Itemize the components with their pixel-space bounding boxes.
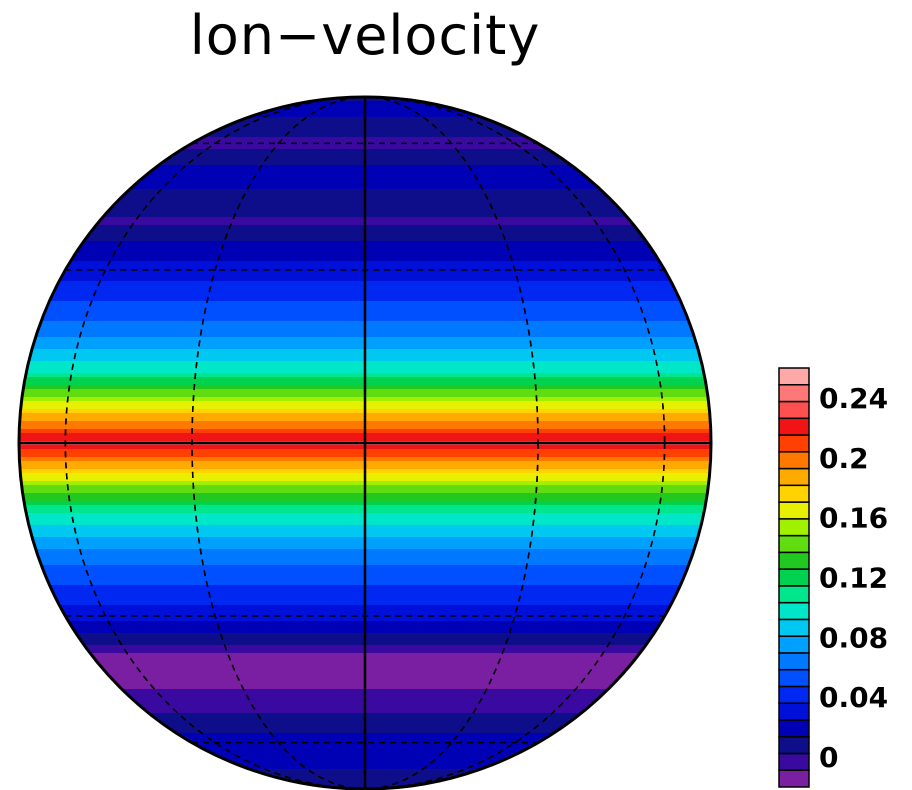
colorbar-box bbox=[778, 367, 810, 386]
colorbar-boxes bbox=[778, 367, 810, 788]
globe-outline bbox=[17, 95, 713, 790]
colorbar-tick-label: 0.04 bbox=[819, 681, 888, 714]
colorbar-box bbox=[778, 652, 810, 671]
colorbar-box bbox=[778, 434, 810, 453]
colorbar-tick-label: 0.2 bbox=[819, 442, 869, 475]
colorbar-box bbox=[778, 735, 810, 755]
chart-title: lon−velocity bbox=[189, 4, 541, 67]
colorbar-tick-label: 0.16 bbox=[819, 502, 888, 535]
colorbar-tick-label: 0.24 bbox=[819, 382, 888, 415]
colorbar-box bbox=[778, 752, 810, 771]
colorbar-box bbox=[778, 400, 810, 420]
colorbar-box bbox=[778, 417, 810, 436]
colorbar-box bbox=[778, 568, 810, 587]
colorbar-labels: 0.24 0.2 0.16 0.12 0.08 0.04 0 bbox=[819, 382, 888, 774]
colorbar-box bbox=[778, 685, 810, 704]
colorbar-tick-label: 0.08 bbox=[819, 621, 888, 654]
colorbar-box bbox=[778, 534, 810, 554]
colorbar-box bbox=[778, 551, 810, 570]
colorbar-box bbox=[778, 601, 810, 621]
colorbar-box bbox=[778, 719, 810, 738]
colorbar-box bbox=[778, 501, 810, 520]
colorbar-box bbox=[778, 484, 810, 503]
colorbar-tick-label: 0 bbox=[819, 741, 838, 774]
graticule bbox=[19, 97, 711, 789]
colorbar-box bbox=[778, 467, 810, 487]
colorbar-box bbox=[778, 702, 810, 721]
colorbar-box bbox=[778, 769, 810, 788]
colorbar-box bbox=[778, 618, 810, 637]
colorbar-box bbox=[778, 451, 810, 470]
colorbar-box bbox=[778, 635, 810, 654]
colorbar-box bbox=[778, 668, 810, 688]
colorbar-box bbox=[778, 518, 810, 537]
colorbar-box bbox=[778, 585, 810, 604]
colorbar-tick-label: 0.12 bbox=[819, 562, 888, 595]
colorbar-box bbox=[778, 384, 810, 403]
